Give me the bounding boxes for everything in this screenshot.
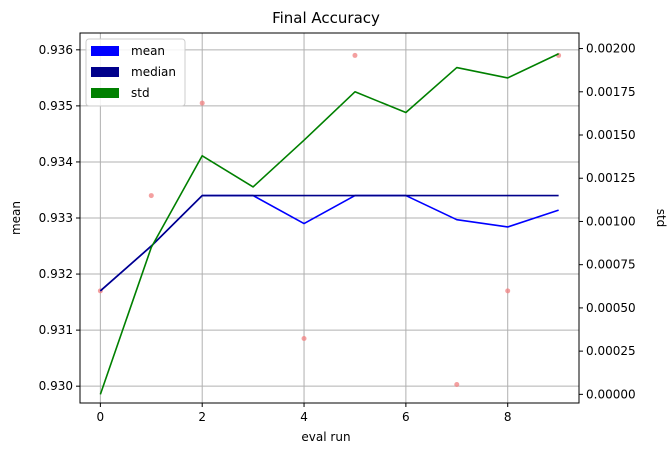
y-tick-label: 0.932 xyxy=(39,267,73,281)
y-tick-label: 0.930 xyxy=(39,379,73,393)
x-tick-label: 4 xyxy=(300,410,308,424)
chart-title: Final Accuracy xyxy=(272,9,380,27)
legend-label-std: std xyxy=(131,86,150,100)
legend-swatch-mean xyxy=(91,46,119,56)
y-tick-label: 0.933 xyxy=(39,211,73,225)
legend-swatch-median xyxy=(91,67,119,77)
y-tick-label: 0.936 xyxy=(39,43,73,57)
x-tick-label: 6 xyxy=(402,410,410,424)
y-axis-right: 0.00000 0.00025 0.00050 0.00075 0.00100 0.001… xyxy=(579,42,636,401)
y2-tick-label: 0.00000 xyxy=(586,387,636,401)
y2-tick-label: 0.00175 xyxy=(586,85,636,99)
y2-tick-label: 0.00200 xyxy=(586,42,636,56)
scatter-point xyxy=(301,336,307,342)
y2-tick-label: 0.00100 xyxy=(586,214,636,228)
y2-tick-label: 0.00075 xyxy=(586,258,636,272)
series-line-std xyxy=(99,53,559,395)
y2-tick-label: 0.00150 xyxy=(586,128,636,142)
y-axis-left: 0.930 0.931 0.932 0.933 0.934 0.935 0.936 xyxy=(39,43,80,393)
y-tick-label: 0.934 xyxy=(39,155,73,169)
y-tick-label: 0.931 xyxy=(39,323,73,337)
y2-axis-label: std xyxy=(654,209,668,228)
legend-swatch-std xyxy=(91,88,119,98)
legend-label-mean: mean xyxy=(131,44,165,58)
series-line-mean xyxy=(99,194,559,292)
scatter-point xyxy=(148,193,154,199)
y-axis-label: mean xyxy=(9,201,23,235)
x-axis: 0 2 4 6 8 xyxy=(97,403,512,424)
scatter-point xyxy=(352,52,358,58)
y2-tick-label: 0.00025 xyxy=(586,344,636,358)
x-tick-label: 2 xyxy=(198,410,206,424)
scatter-point xyxy=(199,100,205,106)
scatter-point xyxy=(505,288,511,294)
y-tick-label: 0.935 xyxy=(39,99,73,113)
legend: mean median std xyxy=(85,38,186,107)
series-lines xyxy=(99,53,559,395)
x-tick-label: 8 xyxy=(504,410,512,424)
series-line-median xyxy=(99,194,559,292)
scatter-point xyxy=(454,382,460,387)
y2-tick-label: 0.00125 xyxy=(586,171,636,185)
x-axis-label: eval run xyxy=(301,430,350,444)
x-tick-label: 0 xyxy=(97,410,105,424)
y2-tick-label: 0.00050 xyxy=(586,301,636,315)
legend-label-median: median xyxy=(131,65,176,79)
